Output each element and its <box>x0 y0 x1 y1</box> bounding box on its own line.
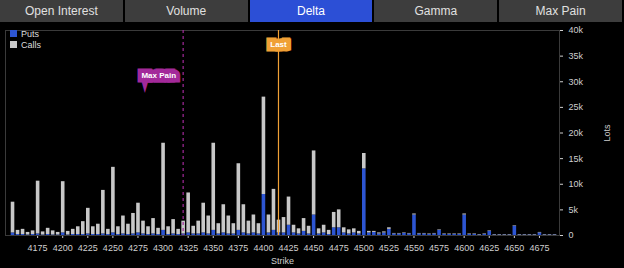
svg-text:4300: 4300 <box>153 243 173 253</box>
svg-text:5k: 5k <box>569 205 579 215</box>
svg-text:Max Pain: Max Pain <box>141 71 176 80</box>
svg-text:4225: 4225 <box>78 243 98 253</box>
svg-text:15k: 15k <box>569 154 584 164</box>
svg-text:4400: 4400 <box>253 243 273 253</box>
svg-text:4675: 4675 <box>529 243 549 253</box>
html-text:Volume: Volume <box>166 4 207 18</box>
svg-text:30k: 30k <box>569 77 584 87</box>
svg-text:0: 0 <box>569 230 574 240</box>
svg-text:4575: 4575 <box>429 243 449 253</box>
svg-text:4600: 4600 <box>454 243 474 253</box>
svg-text:Last: Last <box>270 40 287 49</box>
svg-text:25k: 25k <box>569 102 584 112</box>
html-text:Delta: Delta <box>297 4 325 18</box>
svg-text:4525: 4525 <box>379 243 399 253</box>
svg-text:4325: 4325 <box>178 243 198 253</box>
svg-text:4625: 4625 <box>479 243 499 253</box>
svg-text:4275: 4275 <box>128 243 148 253</box>
svg-text:10k: 10k <box>569 179 584 189</box>
html-text:Max Pain: Max Pain <box>535 4 586 18</box>
svg-text:4450: 4450 <box>304 243 324 253</box>
svg-text:4550: 4550 <box>404 243 424 253</box>
svg-text:4200: 4200 <box>53 243 73 253</box>
svg-text:4425: 4425 <box>279 243 299 253</box>
html-text:Open Interest: Open Interest <box>25 4 98 18</box>
svg-text:4350: 4350 <box>203 243 223 253</box>
html-text:Calls: Calls <box>21 39 41 50</box>
svg-text:Lots: Lots <box>602 124 612 142</box>
svg-text:4475: 4475 <box>329 243 349 253</box>
html-text:Gamma: Gamma <box>414 4 458 18</box>
svg-text:4650: 4650 <box>504 243 524 253</box>
svg-text:35k: 35k <box>569 51 584 61</box>
svg-text:4375: 4375 <box>228 243 248 253</box>
svg-text:4500: 4500 <box>354 243 374 253</box>
svg-text:40k: 40k <box>569 25 584 35</box>
svg-text:4250: 4250 <box>103 243 123 253</box>
svg-text:Strike: Strike <box>271 256 294 266</box>
svg-text:20k: 20k <box>569 128 584 138</box>
html-text:Puts: Puts <box>21 28 39 39</box>
svg-text:4175: 4175 <box>28 243 48 253</box>
